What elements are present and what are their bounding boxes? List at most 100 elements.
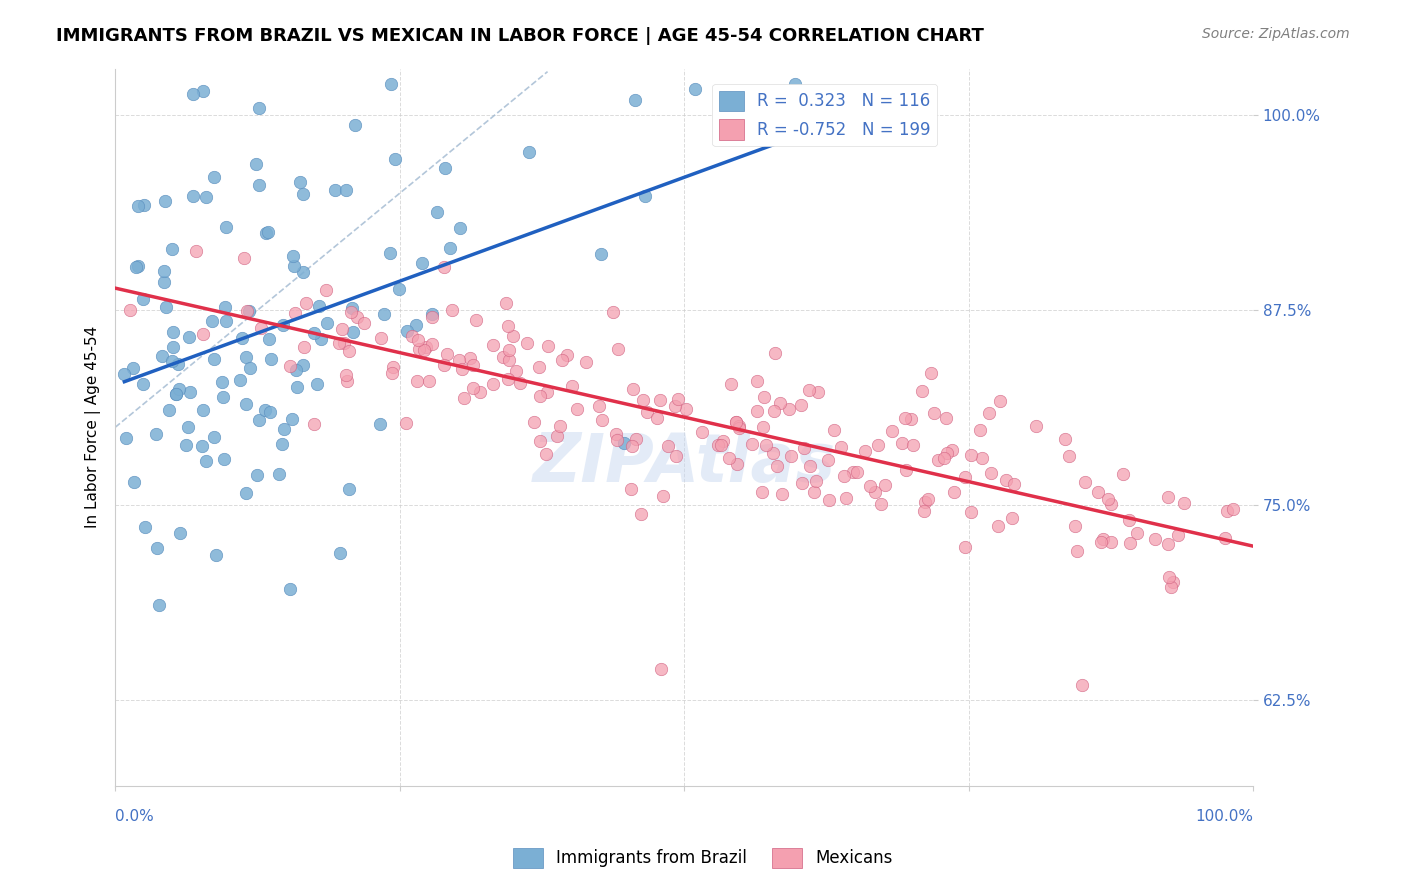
Point (665, 450, 688, 464)
Point (395, 417, 418, 431)
Point (900, 412, 922, 426)
Point (440, 302, 463, 317)
Point (602, 305, 624, 319)
Point (664, 399, 686, 413)
Point (195, 453, 218, 467)
Point (1097, 492, 1119, 507)
Point (201, 314, 224, 328)
Point (1159, 569, 1181, 583)
Point (202, 351, 225, 366)
Point (1000, 511, 1022, 525)
Point (751, 485, 773, 500)
Point (368, 417, 391, 431)
Y-axis label: In Labor Force | Age 45-54: In Labor Force | Age 45-54 (86, 326, 101, 528)
Point (652, 489, 675, 503)
Point (328, 336, 350, 351)
Point (498, 352, 520, 367)
Point (1057, 449, 1080, 463)
Point (451, 362, 474, 376)
Text: 0.0%: 0.0% (115, 809, 153, 824)
Point (422, 310, 444, 325)
Point (1173, 496, 1195, 510)
Point (160, 242, 183, 256)
Point (817, 452, 839, 467)
Point (865, 485, 887, 500)
Point (650, 392, 672, 407)
Point (613, 436, 636, 450)
Point (995, 473, 1018, 487)
Point (447, 353, 470, 368)
Point (285, 363, 308, 377)
Point (845, 465, 868, 479)
Point (1144, 532, 1167, 546)
Point (406, 374, 429, 388)
Point (381, 359, 404, 374)
Point (247, 101, 270, 115)
Point (191, 84, 214, 98)
Point (502, 329, 524, 343)
Point (245, 468, 267, 483)
Point (294, 295, 316, 310)
Point (620, 482, 643, 496)
Point (426, 204, 449, 219)
Text: ZIPAtlas: ZIPAtlas (533, 430, 835, 496)
Point (159, 403, 181, 417)
Point (724, 415, 747, 429)
Point (167, 383, 190, 397)
Point (232, 251, 254, 265)
Point (960, 448, 983, 462)
Point (1126, 525, 1149, 540)
Point (340, 305, 363, 319)
Point (305, 377, 328, 392)
Point (235, 397, 257, 411)
Point (555, 348, 578, 362)
Point (211, 376, 233, 390)
Text: IMMIGRANTS FROM BRAZIL VS MEXICAN IN LABOR FORCE | AGE 45-54 CORRELATION CHART: IMMIGRANTS FROM BRAZIL VS MEXICAN IN LAB… (56, 27, 984, 45)
Point (290, 175, 312, 189)
Point (1101, 497, 1123, 511)
Point (495, 296, 517, 310)
Point (711, 434, 734, 449)
Point (728, 421, 751, 435)
Point (1118, 513, 1140, 527)
Point (153, 275, 176, 289)
Point (959, 505, 981, 519)
Point (690, 425, 713, 439)
Point (537, 339, 560, 353)
Point (901, 438, 924, 452)
Point (162, 325, 184, 339)
Point (529, 389, 551, 403)
Point (870, 497, 893, 511)
Point (832, 468, 855, 483)
Point (122, 475, 145, 489)
Point (755, 437, 778, 451)
Point (842, 465, 865, 479)
Point (337, 343, 360, 358)
Point (333, 335, 356, 350)
Point (179, 329, 201, 343)
Point (174, 438, 197, 452)
Point (134, 198, 156, 212)
Point (527, 359, 550, 374)
Point (202, 430, 225, 444)
Point (517, 145, 540, 159)
Point (153, 264, 176, 278)
Point (807, 385, 830, 400)
Point (453, 391, 475, 405)
Point (463, 381, 485, 395)
Point (917, 491, 939, 506)
Point (873, 478, 896, 492)
Point (353, 316, 375, 330)
Point (411, 256, 433, 270)
Point (647, 410, 669, 425)
Point (752, 419, 775, 434)
Point (1167, 527, 1189, 541)
Text: Source: ZipAtlas.com: Source: ZipAtlas.com (1202, 27, 1350, 41)
Point (271, 318, 294, 332)
Point (953, 470, 976, 484)
Point (408, 342, 430, 356)
Point (1071, 678, 1094, 692)
Point (780, 450, 803, 464)
Point (205, 548, 228, 562)
Point (256, 225, 278, 239)
